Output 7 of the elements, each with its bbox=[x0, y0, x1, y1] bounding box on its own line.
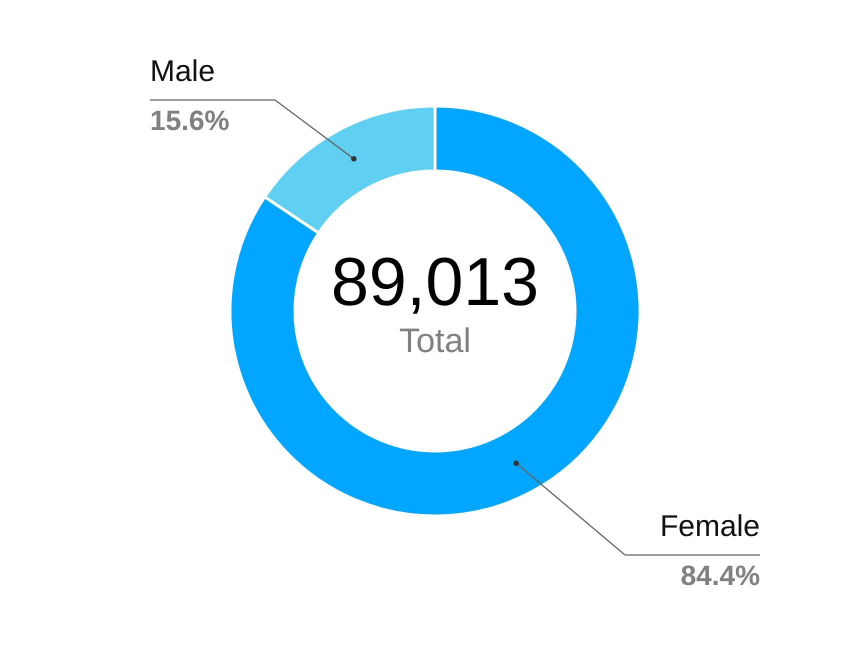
data-label: 84.4% bbox=[680, 560, 760, 591]
text: 89,013 bbox=[331, 244, 539, 320]
slice-label: Female bbox=[660, 510, 760, 543]
text: Total bbox=[399, 322, 471, 360]
slice-label: Male bbox=[150, 55, 216, 88]
data-label: 15.6% bbox=[150, 105, 230, 136]
donut-slice bbox=[228, 104, 642, 518]
